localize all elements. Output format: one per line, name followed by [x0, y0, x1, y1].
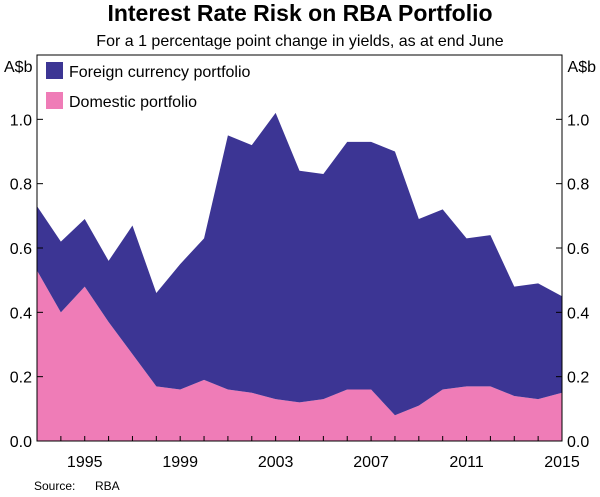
plot-frame: [36, 54, 563, 442]
y-tick-label-right: 0.4: [567, 305, 589, 322]
y-tick-label-left: 0.4: [10, 305, 32, 322]
y-tick-label-right: 0.6: [567, 241, 589, 258]
source-label: Source:: [34, 479, 75, 493]
tick-layer: 0.0 0.0 0.2 0.2 0.4 0.4 0.6 0.6 0.8 0.8 1.0 1.0 1995…: [10, 112, 590, 471]
y-tick-label-left: 0.8: [10, 177, 32, 194]
area-foreign: [37, 112, 562, 416]
y-tick-label-right: 0.0: [567, 434, 589, 451]
x-tick-label: 1999: [162, 454, 198, 471]
x-tick-label: 2007: [353, 454, 389, 471]
chart-title: Interest Rate Risk on RBA Portfolio: [107, 0, 492, 26]
y-tick-label-left: 0.6: [10, 241, 32, 258]
x-tick-label: 2003: [258, 454, 294, 471]
area-domestic: [37, 270, 562, 441]
left-axis-unit: A$b: [4, 59, 33, 76]
source-value: RBA: [95, 479, 120, 493]
legend-swatch-domestic: [46, 92, 63, 109]
legend-label-foreign: Foreign currency portfolio: [69, 64, 251, 81]
x-tick-label: 2015: [544, 454, 580, 471]
legend: Foreign currency portfolio Domestic port…: [46, 62, 251, 111]
y-tick-label-left: 0.0: [10, 434, 32, 451]
area-layer: [37, 112, 562, 441]
x-tick-label: 2011: [449, 454, 484, 471]
legend-swatch-foreign: [46, 62, 63, 79]
legend-label-domestic: Domestic portfolio: [69, 94, 197, 111]
y-tick-label-left: 1.0: [10, 112, 32, 129]
y-tick-label-right: 0.2: [567, 370, 589, 387]
right-axis-unit: A$b: [568, 59, 597, 76]
y-tick-label-right: 0.8: [567, 177, 589, 194]
y-tick-label-left: 0.2: [10, 370, 32, 387]
x-tick-label: 1995: [67, 454, 103, 471]
chart-subtitle: For a 1 percentage point change in yield…: [96, 33, 503, 50]
y-tick-label-right: 1.0: [567, 112, 589, 129]
